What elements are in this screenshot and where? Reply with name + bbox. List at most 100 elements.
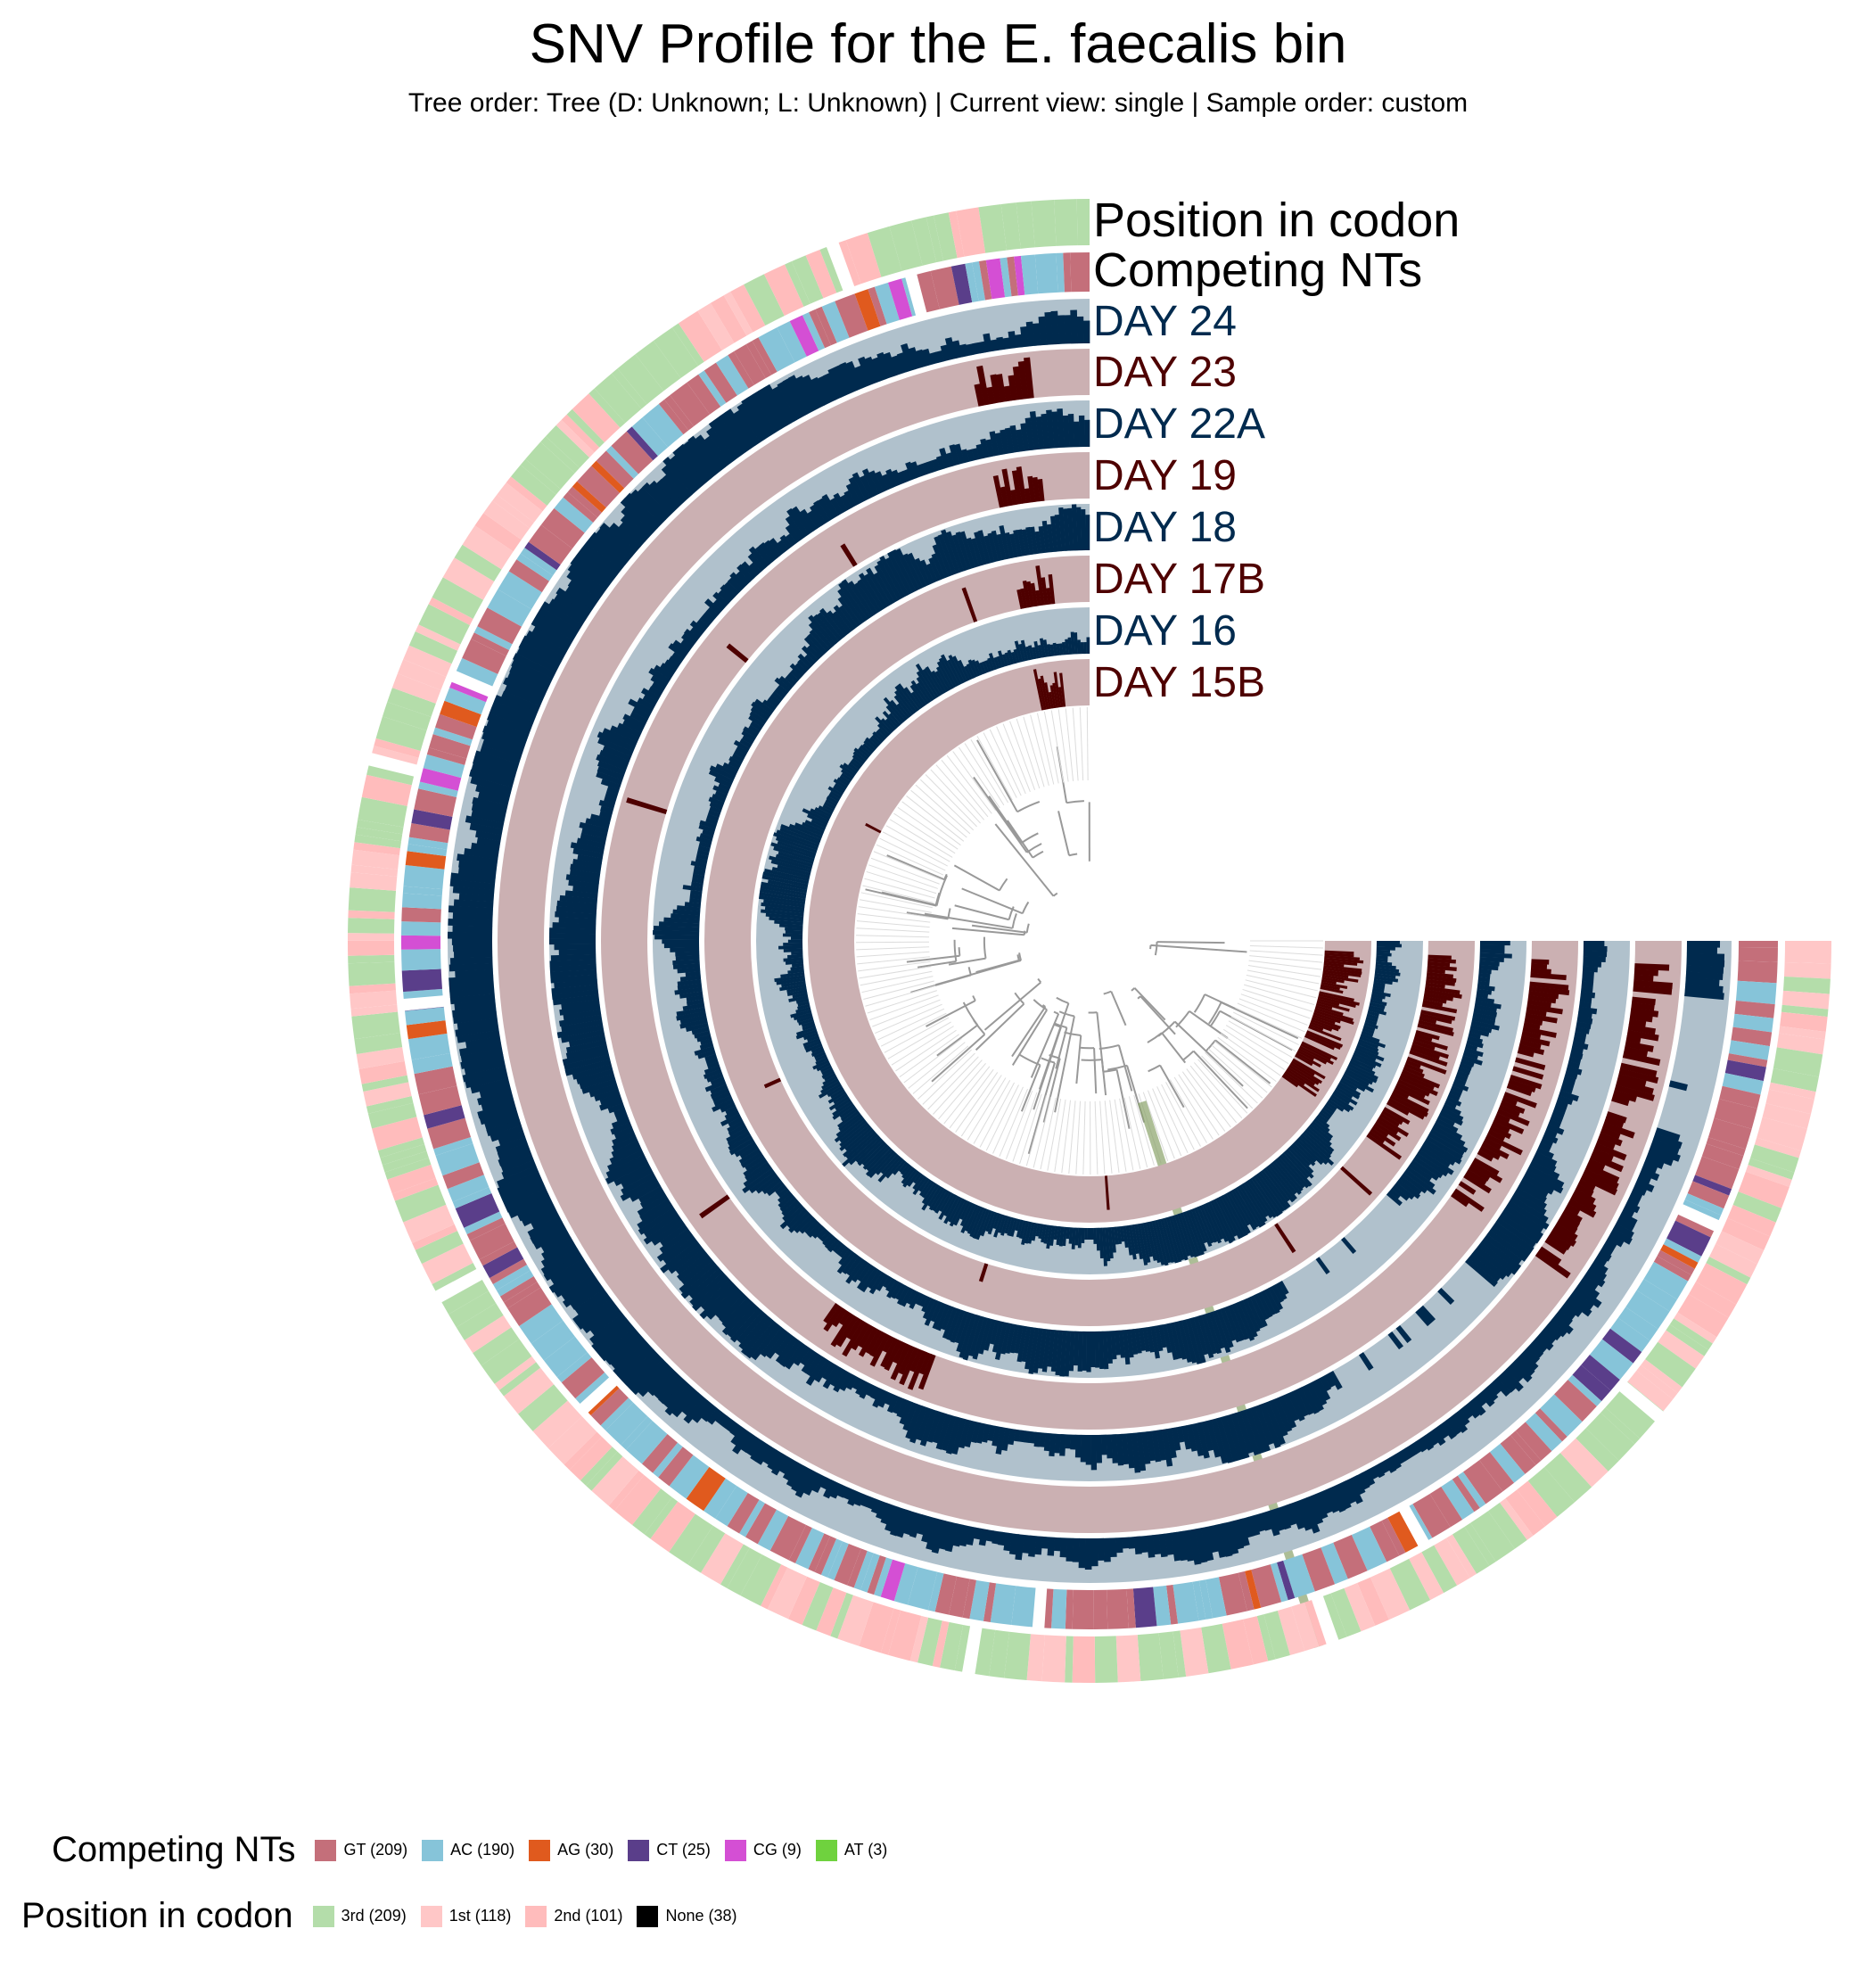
codon-segment[interactable] xyxy=(569,1437,613,1481)
codon-segment[interactable] xyxy=(347,940,395,956)
codon-segment[interactable] xyxy=(1748,1158,1795,1180)
nt-segment[interactable] xyxy=(531,1320,575,1361)
nt-segment[interactable] xyxy=(1126,1588,1136,1628)
nt-segment[interactable] xyxy=(1724,1059,1766,1082)
codon-segment[interactable] xyxy=(520,458,561,495)
codon-segment[interactable] xyxy=(1781,990,1830,1010)
codon-segment[interactable] xyxy=(744,274,785,326)
codon-segment[interactable] xyxy=(391,1177,439,1201)
codon-segment[interactable] xyxy=(1409,1552,1444,1601)
nt-segment[interactable] xyxy=(794,1528,825,1570)
tree-arc[interactable] xyxy=(943,873,948,880)
codon-segment[interactable] xyxy=(687,1525,726,1573)
codon-segment[interactable] xyxy=(727,1547,762,1596)
codon-segment[interactable] xyxy=(456,1303,504,1340)
codon-segment[interactable] xyxy=(355,827,403,842)
nt-segment[interactable] xyxy=(734,344,766,385)
nt-segment[interactable] xyxy=(1625,1290,1670,1330)
tree-arc[interactable] xyxy=(1182,1050,1195,1061)
nt-segment[interactable] xyxy=(411,809,453,830)
nt-segment[interactable] xyxy=(965,262,979,303)
codon-segment[interactable] xyxy=(432,1262,477,1291)
nt-segment[interactable] xyxy=(1738,941,1778,948)
codon-segment[interactable] xyxy=(561,414,600,453)
tree-branch[interactable] xyxy=(906,911,949,920)
codon-segment[interactable] xyxy=(723,292,753,336)
nt-segment[interactable] xyxy=(1302,1547,1336,1592)
nt-segment[interactable] xyxy=(403,988,443,999)
tree-branch[interactable] xyxy=(936,1024,978,1057)
nt-segment[interactable] xyxy=(917,270,940,313)
tree-arc[interactable] xyxy=(1175,1010,1190,1028)
tree-arc[interactable] xyxy=(1154,942,1158,956)
tree-branch[interactable] xyxy=(976,739,1018,812)
nt-segment[interactable] xyxy=(1589,1339,1633,1381)
codon-segment[interactable] xyxy=(1464,1522,1496,1566)
codon-segment[interactable] xyxy=(805,249,837,299)
tree-branch[interactable] xyxy=(1115,1069,1131,1129)
nt-segment[interactable] xyxy=(745,1503,777,1545)
codon-segment[interactable] xyxy=(350,864,399,877)
nt-segment[interactable] xyxy=(605,445,639,479)
nt-segment[interactable] xyxy=(930,266,959,309)
tree-branch[interactable] xyxy=(906,954,960,963)
codon-segment[interactable] xyxy=(1421,1545,1458,1594)
codon-segment[interactable] xyxy=(1641,1359,1683,1394)
ring-day-19[interactable] xyxy=(601,452,1578,1430)
codon-segment[interactable] xyxy=(415,1231,464,1265)
nt-segment[interactable] xyxy=(1581,1355,1620,1391)
codon-segment[interactable] xyxy=(1004,1631,1031,1681)
nt-segment[interactable] xyxy=(1072,1589,1094,1630)
codon-segment[interactable] xyxy=(1158,1631,1179,1679)
tree-branch[interactable] xyxy=(1117,1044,1133,1092)
nt-segment[interactable] xyxy=(498,571,542,610)
nt-segment[interactable] xyxy=(455,1193,500,1228)
codon-segment[interactable] xyxy=(361,1075,409,1092)
nt-segment[interactable] xyxy=(400,935,441,950)
nt-segment[interactable] xyxy=(596,450,634,489)
tree-branch[interactable] xyxy=(935,959,1022,986)
codon-segment[interactable] xyxy=(1773,1047,1823,1077)
nt-segment[interactable] xyxy=(407,844,448,857)
nt-segment[interactable] xyxy=(1707,1117,1752,1150)
codon-segment[interactable] xyxy=(1669,1318,1713,1350)
tree-arc[interactable] xyxy=(1064,1031,1082,1037)
codon-segment[interactable] xyxy=(1559,1438,1609,1488)
codon-segment[interactable] xyxy=(1716,1231,1765,1265)
nt-segment[interactable] xyxy=(1205,1577,1227,1619)
nt-segment[interactable] xyxy=(715,355,749,396)
ring-day-17b[interactable] xyxy=(704,556,1475,1326)
codon-segment[interactable] xyxy=(356,1047,405,1069)
tree-arc[interactable] xyxy=(1008,906,1015,920)
nt-segment[interactable] xyxy=(1412,1493,1451,1538)
codon-segment[interactable] xyxy=(889,220,923,271)
ring-day-22a[interactable] xyxy=(548,400,1630,1481)
codon-segment[interactable] xyxy=(412,1224,457,1250)
tree-arc[interactable] xyxy=(1131,987,1136,992)
nt-segment[interactable] xyxy=(1660,1244,1699,1269)
codon-segment[interactable] xyxy=(421,1243,473,1285)
nt-segment[interactable] xyxy=(1479,1452,1515,1492)
nt-segment[interactable] xyxy=(519,1304,564,1344)
codon-segment[interactable] xyxy=(462,525,514,570)
codon-segment[interactable] xyxy=(1585,1413,1635,1461)
nt-segment[interactable] xyxy=(1238,1570,1255,1612)
codon-segment[interactable] xyxy=(588,388,626,428)
tree-branch[interactable] xyxy=(926,1000,976,1027)
nt-segment[interactable] xyxy=(727,1492,760,1534)
codon-segment[interactable] xyxy=(644,1496,679,1539)
codon-segment[interactable] xyxy=(845,233,882,284)
codon-segment[interactable] xyxy=(1031,199,1057,248)
nt-segment[interactable] xyxy=(414,1066,457,1095)
codon-segment[interactable] xyxy=(351,849,399,870)
nt-segment[interactable] xyxy=(752,337,778,375)
nt-segment[interactable] xyxy=(575,1372,610,1405)
codon-segment[interactable] xyxy=(1600,1407,1641,1445)
nt-segment[interactable] xyxy=(572,481,606,513)
tree-branch[interactable] xyxy=(953,864,1000,892)
codon-segment[interactable] xyxy=(635,340,681,392)
tree-arc[interactable] xyxy=(947,908,951,919)
tree-arc[interactable] xyxy=(1021,901,1030,914)
codon-segment[interactable] xyxy=(1605,1391,1655,1439)
codon-segment[interactable] xyxy=(763,264,804,317)
